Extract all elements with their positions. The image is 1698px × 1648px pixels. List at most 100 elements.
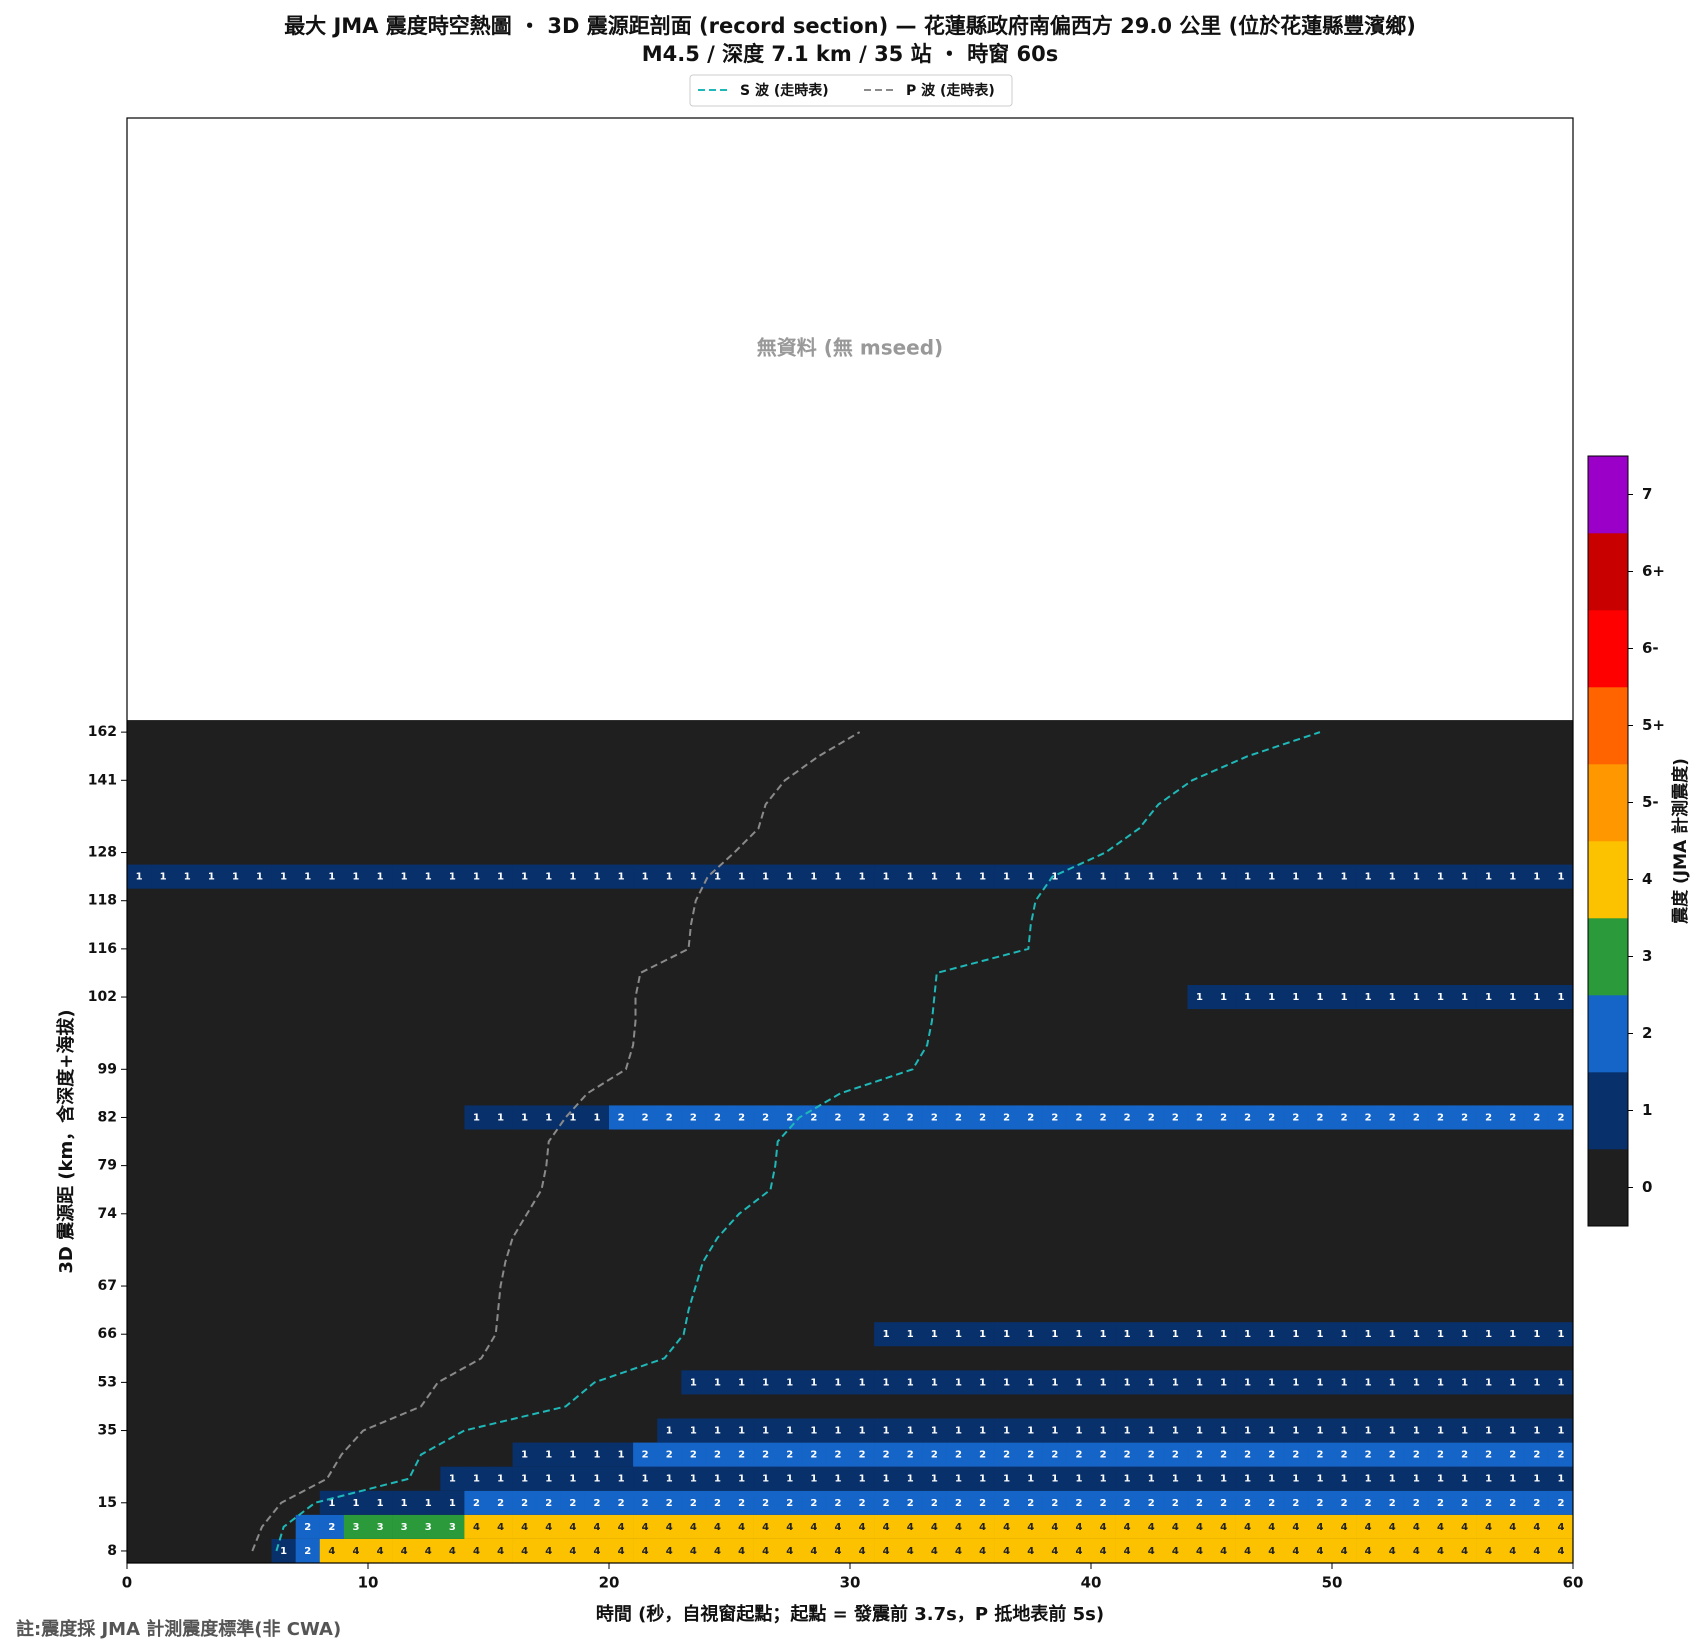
cell-label: 1 (1437, 1377, 1444, 1388)
cell-label: 2 (859, 1498, 866, 1509)
cell-label: 1 (1148, 1329, 1155, 1340)
heatmap-cell (1211, 1490, 1236, 1515)
cell-label: 2 (979, 1112, 986, 1123)
cell-label: 1 (1316, 872, 1323, 883)
heatmap-cell (1524, 1442, 1550, 1467)
y-tick-label: 79 (98, 1158, 117, 1174)
cell-label: 1 (1027, 1377, 1034, 1388)
cell-label: 1 (1557, 1426, 1564, 1437)
cell-label: 1 (545, 1112, 552, 1123)
heatmap-cell (1380, 1514, 1405, 1539)
colorbar-swatch (1588, 456, 1628, 534)
cell-label: 1 (521, 1450, 528, 1461)
heatmap-cell (898, 1418, 923, 1443)
travel-time-line (275, 731, 1321, 1552)
cell-label: 2 (1196, 1112, 1203, 1123)
cell-label: 4 (1533, 1546, 1540, 1557)
cell-label: 1 (1172, 872, 1179, 883)
heatmap-cell (1404, 1514, 1429, 1539)
cell-label: 1 (955, 872, 962, 883)
cell-label: 1 (1533, 992, 1540, 1003)
heatmap-cell (850, 1105, 875, 1130)
heatmap-cell (609, 864, 634, 889)
cell-label: 4 (1244, 1522, 1251, 1533)
cell-label: 1 (1437, 992, 1444, 1003)
cell-label: 2 (714, 1112, 721, 1123)
heatmap-cell (1259, 985, 1285, 1010)
heatmap-cell (1235, 1514, 1260, 1539)
heatmap-cell (705, 1370, 730, 1395)
cell-label: 4 (834, 1546, 841, 1557)
cell-label: 1 (1003, 1474, 1010, 1485)
heatmap-cell (536, 1538, 562, 1563)
cell-label: 1 (1533, 1474, 1540, 1485)
cell-label: 2 (1268, 1498, 1275, 1509)
heatmap-cell (1115, 1538, 1140, 1563)
heatmap-cell (825, 1370, 851, 1395)
cell-label: 1 (907, 1474, 914, 1485)
heatmap-cell (994, 864, 1019, 889)
cell-label: 1 (1100, 1426, 1107, 1437)
heatmap-cell (1356, 985, 1381, 1010)
heatmap-cell (1042, 1514, 1068, 1539)
heatmap-cell (1091, 1442, 1116, 1467)
heatmap-cell (898, 1490, 923, 1515)
cell-label: 1 (328, 1498, 335, 1509)
heatmap-cell (1018, 864, 1044, 889)
cell-label: 1 (1365, 872, 1372, 883)
heatmap-cell (1211, 1538, 1236, 1563)
cell-label: 1 (1172, 1474, 1179, 1485)
cell-label: 4 (473, 1522, 480, 1533)
cell-label: 2 (1075, 1450, 1082, 1461)
cell-label: 1 (931, 1377, 938, 1388)
cell-label: 1 (1027, 872, 1034, 883)
cell-label: 2 (834, 1112, 841, 1123)
cell-label: 4 (690, 1546, 697, 1557)
cell-label: 1 (1268, 1377, 1275, 1388)
heatmap-cell (777, 1538, 803, 1563)
heatmap-cell (1380, 1490, 1405, 1515)
cell-label: 1 (1389, 1474, 1396, 1485)
heatmap-cell (1428, 1514, 1453, 1539)
heatmap-cell (175, 864, 200, 889)
cell-label: 4 (1244, 1546, 1251, 1557)
cell-label: 1 (377, 872, 384, 883)
heatmap-cell (1500, 1466, 1526, 1491)
heatmap-cell (729, 1442, 754, 1467)
heatmap-cell (488, 864, 513, 889)
heatmap-cell (512, 1105, 537, 1130)
cell-label: 3 (377, 1522, 384, 1533)
cell-label: 1 (473, 1474, 480, 1485)
cell-label: 1 (979, 1426, 986, 1437)
cell-label: 2 (1509, 1450, 1516, 1461)
cell-label: 1 (1075, 1426, 1082, 1437)
heatmap-cell (850, 1370, 875, 1395)
cell-label: 1 (1341, 872, 1348, 883)
cell-label: 1 (931, 1426, 938, 1437)
heatmap-cell (1042, 1322, 1068, 1347)
cell-label: 1 (1196, 1377, 1203, 1388)
cell-label: 2 (810, 1112, 817, 1123)
heatmap-cell (1476, 1418, 1501, 1443)
heatmap-cell (874, 1105, 899, 1130)
heatmap-cell (1307, 985, 1333, 1010)
cell-label: 1 (1485, 1377, 1492, 1388)
cell-label: 2 (1100, 1112, 1107, 1123)
cell-label: 1 (1220, 992, 1227, 1003)
heatmap-cell (416, 1490, 441, 1515)
heatmap-cell (1428, 1538, 1453, 1563)
heatmap-cell (319, 1490, 345, 1515)
heatmap-cell (1259, 1322, 1285, 1347)
cell-label: 4 (1196, 1522, 1203, 1533)
heatmap-cell (657, 1466, 682, 1491)
heatmap-cell (633, 1514, 658, 1539)
heatmap-cell (1042, 1538, 1068, 1563)
cell-label: 1 (786, 1426, 793, 1437)
cell-label: 1 (738, 1377, 745, 1388)
heatmap-cell (1452, 864, 1477, 889)
heatmap-cell (1428, 1442, 1453, 1467)
cell-label: 4 (642, 1522, 649, 1533)
heatmap-cell (127, 864, 152, 889)
cell-label: 4 (883, 1522, 890, 1533)
